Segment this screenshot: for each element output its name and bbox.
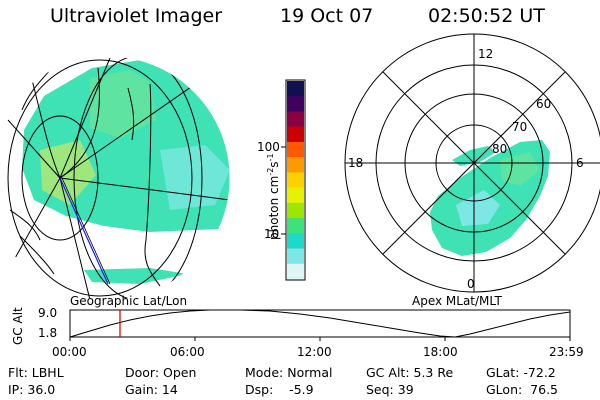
colorbar-segment [287, 187, 304, 204]
geographic-image [0, 55, 231, 301]
info-glon: GLon: 76.5 [486, 382, 558, 397]
time-tick-0600: 06:00 [170, 345, 205, 359]
info-gain: Gain: 14 [125, 382, 178, 397]
time-tick-2359: 23:59 [549, 345, 584, 359]
apex-polar-plot [344, 33, 600, 293]
auroral-oval-patch [500, 152, 540, 186]
colorbar-segment [287, 126, 304, 143]
time-tick-0000: 00:00 [52, 345, 87, 359]
colorbar [281, 79, 306, 281]
colorbar-segment [287, 218, 304, 234]
colorbar-segment [287, 263, 304, 280]
altitude-curve [69, 309, 571, 338]
colorbar-segment [287, 111, 304, 128]
altitude-ytick-1-8: 1.8 [38, 326, 58, 340]
colorbar-tick-100: 100 [257, 140, 280, 154]
mlt-label-12: 12 [478, 47, 494, 61]
colorbar-segment [287, 202, 304, 219]
geographic-emission-patch [90, 70, 156, 138]
colorbar-segment [287, 157, 304, 173]
geographic-emission-lower [84, 268, 188, 284]
colorbar-segment [287, 233, 304, 250]
geographic-caption: Geographic Lat/Lon [70, 294, 188, 308]
mlt-label-6: 6 [576, 156, 584, 170]
time-tick-1800: 18:00 [423, 345, 458, 359]
colorbar-tick-10: 10 [264, 227, 280, 241]
geographic-emission-patch [160, 145, 230, 210]
mlt-label-0: 0 [467, 277, 475, 291]
mlat-label-60: 60 [536, 97, 552, 111]
info-mode: Mode: Normal [245, 365, 333, 380]
info-glat: GLat: -72.2 [486, 365, 556, 380]
mlat-label-70: 70 [512, 120, 528, 134]
observation-date: 19 Oct 07 [280, 5, 374, 27]
info-dsp: Dsp: -5.9 [245, 382, 314, 397]
colorbar-segment [287, 172, 304, 189]
altitude-ylabel: GC Alt [11, 307, 25, 345]
colorbar-segment [287, 81, 304, 97]
mlt-label-18: 18 [348, 156, 364, 170]
info-ip: IP: 36.0 [8, 382, 56, 397]
info-gc-alt: GC Alt: 5.3 Re [366, 365, 454, 380]
mlat-label-80: 80 [492, 142, 508, 156]
observation-time: 02:50:52 UT [428, 5, 545, 27]
time-tick-1200: 12:00 [297, 345, 332, 359]
altitude-ytick-9: 9.0 [38, 306, 58, 320]
info-flt: Flt: LBHL [8, 365, 64, 380]
info-door: Door: Open [125, 365, 197, 380]
colorbar-segment [287, 141, 304, 158]
instrument-title: Ultraviolet Imager [50, 5, 223, 27]
colorbar-unit-label: photon cm-2s-1 [266, 153, 281, 240]
colorbar-segment [287, 248, 304, 265]
info-seq: Seq: 39 [366, 382, 414, 397]
apex-caption: Apex MLat/MLT [412, 294, 502, 308]
altitude-plot [69, 309, 571, 341]
auroral-oval-patch [456, 190, 500, 226]
colorbar-segment [287, 96, 304, 112]
